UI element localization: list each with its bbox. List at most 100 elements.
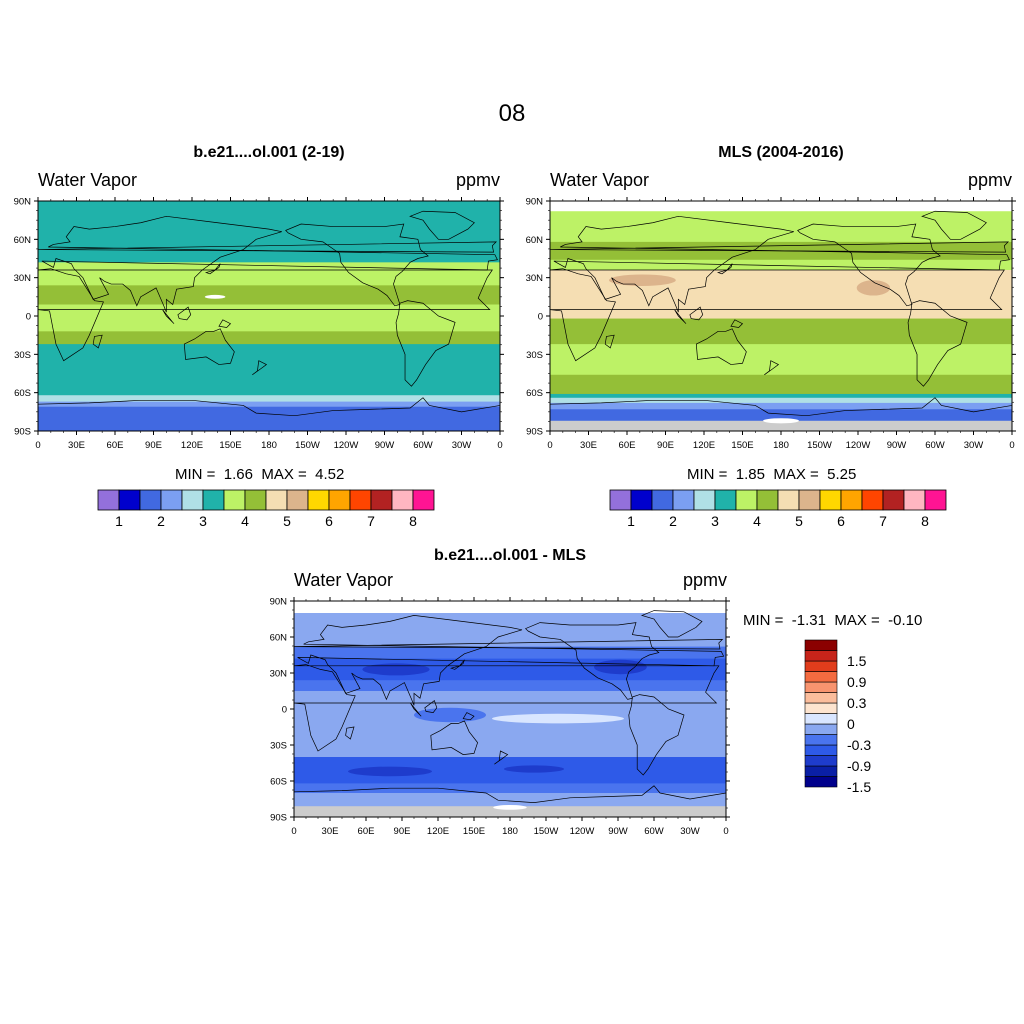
colorbar-label: 8 <box>409 513 417 529</box>
coastline <box>430 720 478 755</box>
colorbar-label: -0.9 <box>847 758 871 774</box>
lat-tick-label: 0 <box>26 312 31 323</box>
panel-1-max-label: MAX = <box>261 466 307 483</box>
coastline <box>553 215 1010 313</box>
coastline <box>409 210 475 240</box>
lon-tick-label: 60E <box>358 826 375 837</box>
colorbar-swatch <box>97 489 120 511</box>
colorbar-swatch <box>804 776 838 788</box>
lon-tick-label: 90E <box>145 440 162 451</box>
lat-tick-label: 30N <box>14 273 32 284</box>
lat-tick-label: 60N <box>270 633 288 644</box>
panel-3-max-value: -0.10 <box>888 612 923 629</box>
contour-band <box>550 397 1012 404</box>
lat-tick-label: 60S <box>14 388 31 399</box>
lon-tick-label: 30W <box>452 440 472 451</box>
antarctic-coastline <box>550 397 1012 431</box>
contour-band <box>294 793 726 807</box>
panel-3-colorbar: 1.5 0.9 0.3 0 -0.3 -0.9 -1.5 <box>804 639 871 795</box>
panel-2-max-value: 5.25 <box>827 466 857 483</box>
contour-band <box>38 304 500 332</box>
colorbar-label: 7 <box>367 513 375 529</box>
colorbar-swatch <box>630 489 653 511</box>
colorbar-swatch <box>307 489 330 511</box>
colorbar-swatch <box>777 489 800 511</box>
coastline <box>462 712 475 721</box>
panel-1-minmax: MIN = 1.66 MAX = 4.52 <box>175 466 344 483</box>
coastline <box>294 639 724 650</box>
lon-tick-label: 30E <box>68 440 85 451</box>
colorbar-swatch <box>412 489 435 511</box>
coastline <box>177 306 192 321</box>
panel-3-min-value: -1.31 <box>791 612 826 629</box>
colorbar-swatch <box>286 489 309 511</box>
panel-1-colorbar: 1 2 3 4 5 6 7 8 <box>97 489 435 529</box>
contour-patch <box>493 805 527 810</box>
lon-tick-label: 90W <box>375 440 395 451</box>
panel-3-variable-label: Water Vapor <box>294 570 394 590</box>
colorbar-label: 4 <box>753 513 761 529</box>
contour-patch <box>856 280 891 296</box>
lat-tick-label: 60N <box>526 235 544 246</box>
colorbar-label: 1.5 <box>847 653 867 669</box>
colorbar-label: 3 <box>711 513 719 529</box>
colorbar-swatch <box>804 692 838 704</box>
panel-1-map: 90N 60N 30N 0 30S 60S 90S 0 30E 60E 90E 120E 150E 180… <box>14 197 504 451</box>
lon-tick-label: 120W <box>570 826 595 837</box>
lat-tick-label: 90S <box>14 427 31 438</box>
coastline <box>730 319 744 328</box>
coastline <box>797 223 941 307</box>
coastline <box>424 700 438 713</box>
colorbar-label: 4 <box>241 513 249 529</box>
colorbar-swatch <box>181 489 204 511</box>
contour-band <box>38 285 500 306</box>
contour-band <box>550 402 1012 410</box>
coastline <box>674 309 687 324</box>
colorbar-label: 2 <box>669 513 677 529</box>
colorbar-label: 5 <box>283 513 291 529</box>
colorbar-swatch <box>804 650 838 662</box>
colorbar-label: -0.3 <box>847 737 871 753</box>
figure-title: 08 <box>498 100 526 127</box>
colorbar-swatch <box>804 660 838 672</box>
contour-band <box>550 420 1012 431</box>
colorbar-swatch <box>798 489 821 511</box>
contour-band <box>38 344 500 396</box>
lon-tick-label: 180 <box>773 440 789 451</box>
lon-tick-label: 60W <box>925 440 945 451</box>
panel-2-map: 90N 60N 30N 0 30S 60S 90S 0 30E 60E 90E 120E 150E 180… <box>526 197 1016 451</box>
colorbar-swatch <box>651 489 674 511</box>
contour-patch <box>362 663 430 676</box>
lon-tick-label: 120E <box>693 440 715 451</box>
lon-tick-label: 90E <box>657 440 674 451</box>
coastline <box>252 360 268 376</box>
contour-patch <box>492 713 624 724</box>
lon-tick-label: 120E <box>427 826 449 837</box>
lon-tick-label: 180 <box>261 440 277 451</box>
colorbar-swatch <box>693 489 716 511</box>
coastline <box>218 319 232 328</box>
colorbar-swatch <box>804 734 838 746</box>
contour-band <box>38 395 500 403</box>
colorbar-swatch <box>804 639 838 651</box>
panel-2-colorbar: 1 2 3 4 5 6 7 8 <box>609 489 947 529</box>
lon-tick-label: 30E <box>580 440 597 451</box>
colorbar-swatch <box>804 755 838 767</box>
panel-1-min-value: 1.66 <box>223 466 253 483</box>
panel-2-min-value: 1.85 <box>735 466 765 483</box>
coastline <box>907 300 968 387</box>
coastline <box>38 241 498 253</box>
colorbar-swatch <box>202 489 225 511</box>
lat-tick-label: 90N <box>270 597 288 608</box>
lon-tick-label: 60W <box>644 826 664 837</box>
contour-band <box>38 401 500 408</box>
lon-tick-label: 0 <box>723 826 728 837</box>
colorbar-swatch <box>118 489 141 511</box>
contour-band <box>550 344 1012 376</box>
panel-3-title: b.e21....ol.001 - MLS <box>433 547 587 564</box>
coastline <box>285 223 429 307</box>
contour-band <box>294 742 726 758</box>
coastline <box>183 328 235 365</box>
panel-3-max-label: MAX = <box>834 612 880 629</box>
panel-3-min-label: MIN = <box>743 612 784 629</box>
